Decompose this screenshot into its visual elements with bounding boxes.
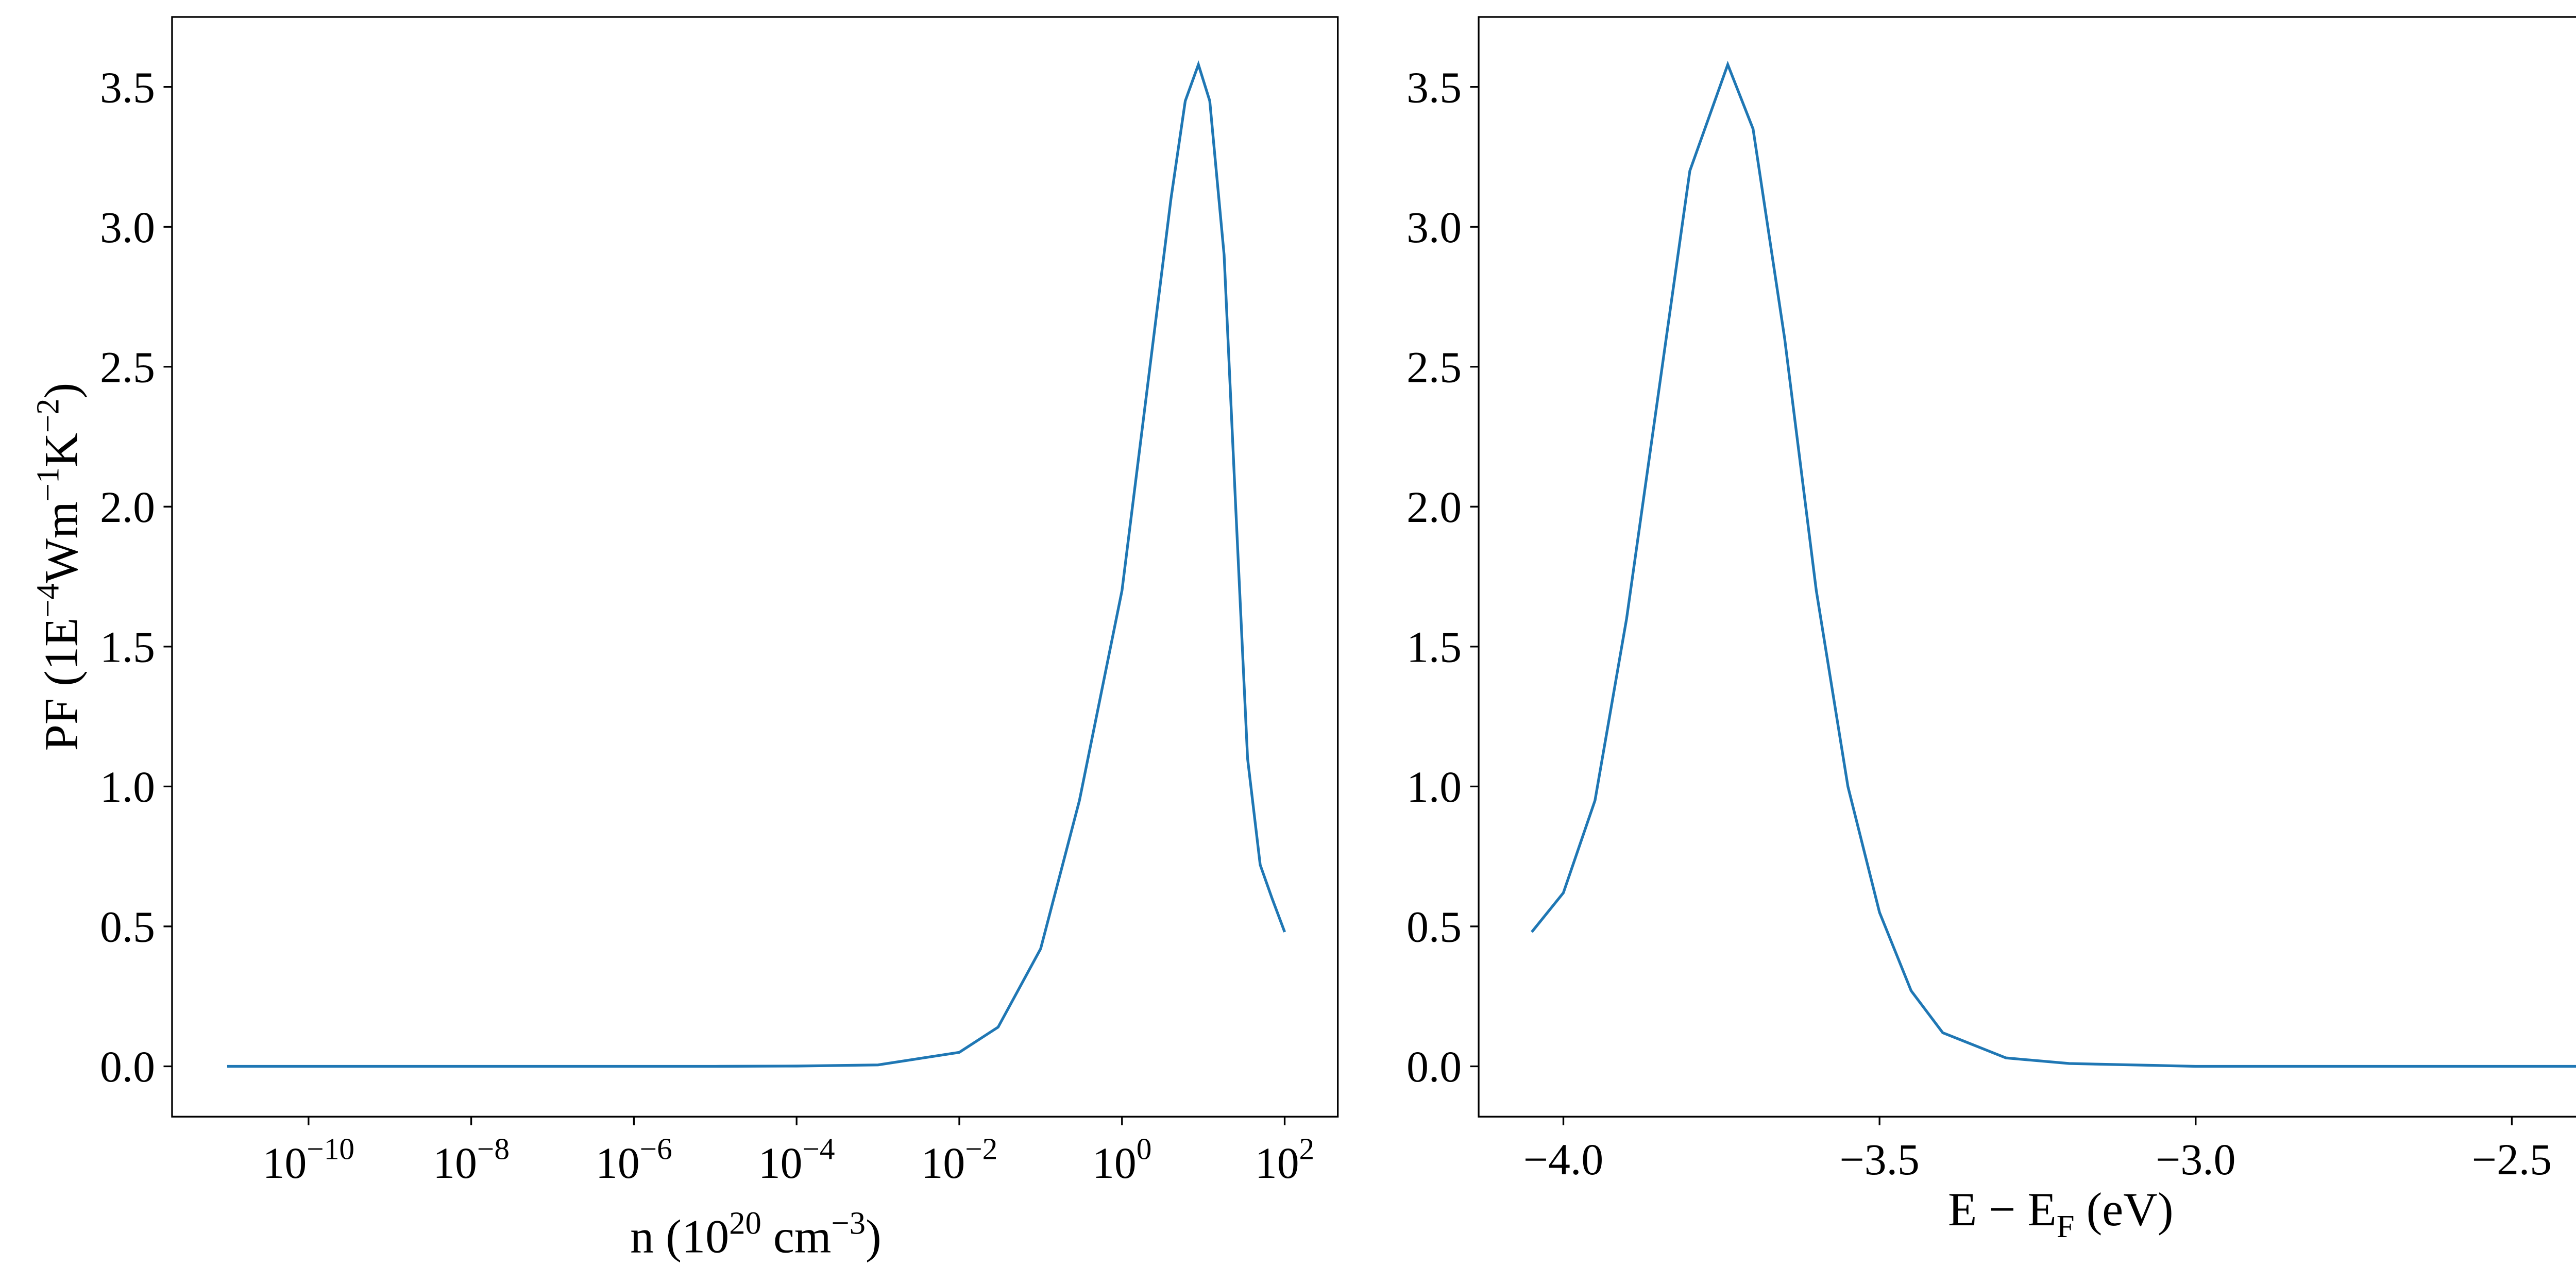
x-tick-label: −4.0 [1523, 1135, 1603, 1184]
label-part: ) [35, 383, 87, 399]
label-part: Wm [35, 501, 87, 583]
x-tick-label: −3.0 [2156, 1135, 2235, 1184]
tick-exponent: 2 [1299, 1132, 1315, 1166]
x-axis-label: E − EF (eV) [1948, 1183, 2174, 1244]
y-tick-label: 0.0 [1406, 1042, 1462, 1091]
y-tick-label: 1.5 [1406, 622, 1462, 671]
label-part: PF (1E [35, 618, 87, 751]
y-tick-label: 0.5 [100, 903, 155, 952]
series-line [227, 60, 1286, 1068]
tick-base: 10 [1092, 1139, 1137, 1188]
y-tick-label: 3.0 [100, 203, 155, 252]
y-axis-label: PF (1E−4Wm−1K−2) [29, 383, 87, 751]
label-part: (eV) [2075, 1183, 2174, 1236]
tick-base: 10 [596, 1139, 640, 1188]
y-tick-label: 2.5 [1406, 343, 1462, 392]
tick-exponent: −4 [802, 1132, 835, 1166]
tick-exponent: −8 [477, 1132, 510, 1166]
y-tick-label: 1.0 [100, 763, 155, 812]
tick-exponent: −2 [965, 1132, 997, 1166]
y-tick-label: 2.5 [100, 343, 155, 392]
x-tick-label: 100 [1092, 1132, 1151, 1188]
x-tick-label: 10−4 [758, 1132, 835, 1188]
y-tick-label: 2.0 [100, 483, 155, 532]
tick-base: 10 [1255, 1139, 1299, 1188]
tick-base: 10 [921, 1139, 965, 1188]
tick-base: 10 [758, 1139, 803, 1188]
y-tick-label: 1.5 [100, 622, 155, 671]
series-line [1531, 60, 2576, 1068]
label-part: −3 [831, 1205, 866, 1241]
x-tick-label: 10−10 [263, 1132, 354, 1188]
y-tick-label: 1.0 [1406, 763, 1462, 812]
label-part: ) [866, 1210, 882, 1263]
x-tick-label: 10−8 [433, 1132, 510, 1188]
y-tick-label: 3.5 [100, 63, 155, 112]
plot-frame [171, 16, 1339, 1118]
y-tick-label: 0.0 [100, 1042, 155, 1091]
tick-base: 10 [263, 1139, 307, 1188]
label-part: −2 [29, 398, 65, 433]
label-part: 20 [729, 1205, 761, 1241]
label-part: n (10 [630, 1210, 729, 1263]
x-tick-label: 102 [1255, 1132, 1314, 1188]
label-part: −4 [29, 583, 65, 618]
label-part: K [35, 433, 87, 467]
x-axis-label: n (1020 cm−3) [630, 1205, 882, 1262]
label-part: −1 [29, 467, 65, 502]
y-tick-label: 2.0 [1406, 483, 1462, 532]
x-tick-label: −2.5 [2472, 1135, 2552, 1184]
tick-exponent: −6 [640, 1132, 672, 1166]
x-tick-label: 10−2 [921, 1132, 998, 1188]
y-tick-label: 3.0 [1406, 203, 1462, 252]
tick-base: 10 [433, 1139, 477, 1188]
x-tick-label: −3.5 [1839, 1135, 1919, 1184]
tick-exponent: 0 [1137, 1132, 1152, 1166]
label-part: cm [761, 1210, 832, 1263]
label-part: E − E [1948, 1183, 2057, 1236]
y-tick-label: 3.5 [1406, 63, 1462, 112]
plot-frame [1478, 16, 2576, 1118]
tick-exponent: −10 [307, 1132, 354, 1166]
y-tick-label: 0.5 [1406, 903, 1462, 952]
label-part: F [2057, 1208, 2075, 1244]
x-tick-label: 10−6 [596, 1132, 672, 1188]
